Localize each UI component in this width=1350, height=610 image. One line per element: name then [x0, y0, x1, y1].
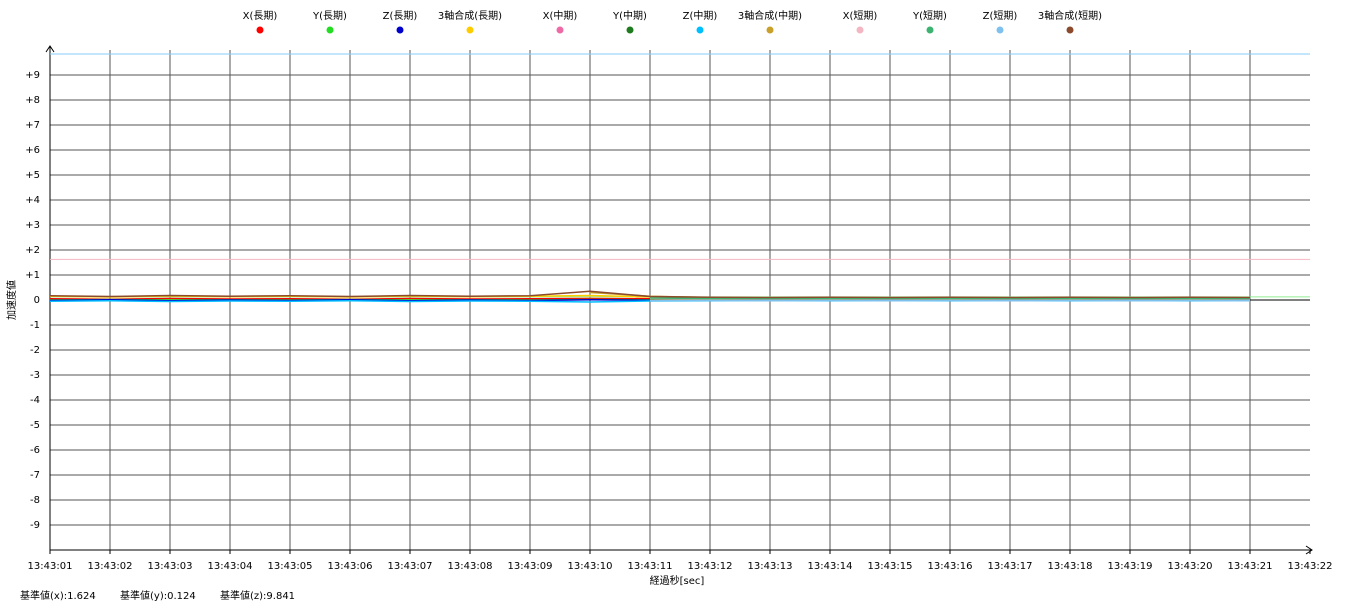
series-line	[649, 297, 1251, 300]
x-tick-label: 13:43:08	[448, 561, 493, 572]
series-line	[49, 290, 1251, 299]
legend-label: 3軸合成(中期)	[738, 9, 802, 22]
legend-marker	[256, 26, 264, 34]
legend-marker	[996, 26, 1004, 34]
legend-marker	[626, 26, 634, 34]
y-tick-label: +5	[25, 170, 40, 181]
legend-marker	[396, 26, 404, 34]
x-tick-label: 13:43:17	[988, 561, 1033, 572]
x-tick-label: 13:43:16	[928, 561, 973, 572]
legend-label: Z(中期)	[683, 9, 718, 22]
y-tick-label: -4	[30, 395, 40, 406]
legend-label: 3軸合成(長期)	[438, 9, 502, 22]
y-axis-arrow	[45, 45, 55, 53]
legend-marker	[326, 26, 334, 34]
reference-label: 基準値(z):9.841	[220, 589, 295, 602]
x-tick-label: 13:43:13	[748, 561, 793, 572]
y-tick-label: +9	[25, 70, 40, 81]
legend-marker	[856, 26, 864, 34]
legend-marker	[1066, 26, 1074, 34]
legend-marker	[556, 26, 564, 34]
x-tick-label: 13:43:10	[568, 561, 613, 572]
legend-label: X(短期)	[843, 9, 878, 22]
x-tick-label: 13:43:21	[1228, 561, 1273, 572]
x-tick-label: 13:43:09	[508, 561, 553, 572]
y-tick-label: -2	[30, 345, 40, 356]
legend-label: Z(長期)	[383, 10, 418, 22]
y-tick-label: +7	[25, 120, 40, 131]
reference-label: 基準値(y):0.124	[120, 589, 196, 602]
legend-label: X(中期)	[543, 9, 578, 22]
y-tick-label: +6	[25, 145, 40, 156]
x-tick-label: 13:43:22	[1288, 561, 1333, 572]
y-tick-label: +4	[25, 195, 40, 206]
y-tick-label: -9	[30, 520, 40, 531]
y-tick-label: -8	[30, 495, 40, 506]
x-tick-label: 13:43:01	[28, 561, 73, 572]
reference-label: 基準値(x):1.624	[20, 589, 96, 602]
x-tick-label: 13:43:07	[388, 561, 433, 572]
y-tick-label: -3	[30, 370, 40, 381]
x-tick-label: 13:43:12	[688, 561, 733, 572]
legend-marker	[696, 26, 704, 34]
y-tick-label: +3	[25, 220, 40, 231]
y-tick-label: -1	[30, 320, 40, 331]
legend-label: Y(短期)	[912, 9, 947, 22]
x-axis-label: 経過秒[sec]	[650, 574, 705, 587]
x-tick-label: 13:43:03	[148, 561, 193, 572]
y-tick-label: -7	[30, 470, 40, 481]
x-tick-label: 13:43:02	[88, 561, 133, 572]
legend-marker	[926, 26, 934, 34]
x-tick-label: 13:43:06	[328, 561, 373, 572]
legend-marker	[466, 26, 474, 34]
y-tick-label: 0	[34, 295, 40, 306]
x-tick-label: 13:43:20	[1168, 561, 1213, 572]
x-tick-label: 13:43:14	[808, 561, 853, 572]
legend-label: X(長期)	[243, 10, 278, 22]
x-tick-label: 13:43:15	[868, 561, 913, 572]
y-tick-label: -6	[30, 445, 40, 456]
x-tick-label: 13:43:11	[628, 561, 673, 572]
y-tick-label: +2	[25, 245, 40, 256]
y-axis-label: 加速度値	[5, 280, 18, 320]
x-tick-label: 13:43:04	[208, 561, 253, 572]
legend-marker	[766, 26, 774, 34]
y-tick-label: +1	[25, 270, 40, 281]
legend-label: 3軸合成(短期)	[1038, 9, 1102, 22]
y-tick-label: -5	[30, 420, 40, 431]
legend-label: Z(短期)	[983, 9, 1018, 22]
y-tick-label: +8	[25, 95, 40, 106]
x-axis-arrow	[1305, 545, 1313, 555]
legend-label: Y(長期)	[312, 10, 347, 22]
x-tick-label: 13:43:19	[1108, 561, 1153, 572]
x-tick-label: 13:43:05	[268, 561, 313, 572]
series-line	[49, 298, 651, 302]
x-tick-label: 13:43:18	[1048, 561, 1093, 572]
legend-label: Y(中期)	[612, 9, 647, 22]
